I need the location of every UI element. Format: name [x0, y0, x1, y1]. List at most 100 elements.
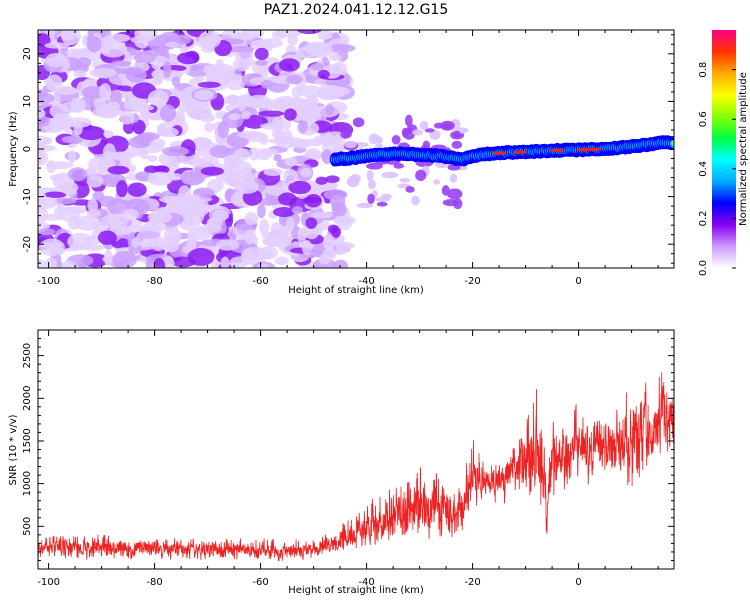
- heatmap-noise-cell: [283, 168, 298, 184]
- heatmap-noise-cell: [305, 217, 318, 229]
- heatmap-noise-cell: [38, 148, 45, 166]
- snr-series-line: [38, 372, 674, 562]
- heatmap-noise-cell: [43, 191, 67, 199]
- signal-peak-cell: [513, 150, 528, 154]
- heatmap-noise-cell: [163, 227, 182, 245]
- heatmap-noise-cell: [58, 181, 79, 194]
- heatmap-noise-cell: [441, 185, 450, 196]
- heatmap-noise-cell: [176, 93, 189, 102]
- heatmap-noise-cell: [107, 165, 130, 175]
- heatmap-noise-cell: [242, 246, 268, 258]
- heatmap-noise-cell: [237, 94, 247, 112]
- heatmap-noise-cell: [153, 258, 166, 268]
- heatmap-noise-cell: [73, 70, 87, 78]
- heatmap-noise-cell: [46, 74, 63, 92]
- heatmap-noise-cell: [204, 122, 215, 133]
- spectrogram-heatmap: [38, 30, 674, 268]
- heatmap-noise-cell: [310, 63, 325, 71]
- y-tick-label: 1000: [22, 471, 33, 496]
- heatmap-noise-cell: [73, 120, 83, 136]
- heatmap-noise-cell: [277, 226, 291, 240]
- colorbar-label: Normalized spectral amplitude: [738, 72, 749, 226]
- heatmap-noise-cell: [61, 260, 77, 268]
- x-tick-label: 0: [575, 577, 581, 588]
- heatmap-noise-cell: [134, 50, 156, 64]
- heatmap-noise-cell: [288, 180, 312, 195]
- heatmap-noise-cell: [136, 229, 161, 246]
- snr-x-axis-label: Height of straight line (km): [288, 585, 424, 596]
- heatmap-noise-cell: [325, 104, 334, 116]
- x-tick-label: -20: [464, 577, 480, 588]
- heatmap-noise-cell: [220, 256, 230, 268]
- x-tick-label: -80: [146, 577, 162, 588]
- heatmap-noise-cell: [132, 119, 146, 135]
- heatmap-noise-cell: [284, 157, 298, 167]
- snr-panel: -100 -80 -60 -40 -20 0 500 1000 1500 2000 2500 Hei…: [8, 329, 675, 596]
- signal-peak-cell: [492, 151, 507, 155]
- heatmap-noise-cell: [399, 178, 411, 183]
- snr-ticks: -100 -80 -60 -40 -20 0 500 1000 1500 2000 2500: [22, 329, 674, 588]
- heatmap-noise-cell: [149, 138, 166, 148]
- heatmap-noise-cell: [393, 163, 405, 169]
- heatmap-noise-cell: [258, 63, 269, 79]
- heatmap-noise-cell: [340, 130, 352, 139]
- y-tick-label: 2000: [22, 386, 33, 411]
- signal-peak-cell: [576, 148, 591, 152]
- y-tick-label: 1500: [22, 428, 33, 453]
- heatmap-noise-cell: [144, 165, 159, 175]
- heatmap-noise-cell: [310, 212, 334, 219]
- y-tick-label: 0: [22, 146, 33, 152]
- heatmap-noise-cell: [278, 192, 297, 206]
- heatmap-noise-cell: [321, 149, 333, 165]
- heatmap-noise-cell: [67, 150, 77, 164]
- heatmap-noise-cell: [76, 57, 92, 68]
- heatmap-noise-cell: [129, 95, 148, 111]
- colorbar-gradient: [712, 30, 736, 268]
- heatmap-noise-cell: [86, 209, 102, 218]
- heatmap-noise-cell: [405, 114, 413, 127]
- heatmap-noise-cell: [291, 206, 303, 215]
- x-tick-label: -40: [358, 577, 374, 588]
- heatmap-noise-cell: [193, 89, 214, 101]
- heatmap-noise-cell: [179, 101, 199, 113]
- heatmap-noise-cell: [147, 89, 169, 107]
- heatmap-noise-cell: [401, 127, 409, 138]
- heatmap-noise-cell: [162, 61, 172, 78]
- heatmap-noise-cell: [391, 135, 401, 145]
- heatmap-noise-cell: [356, 202, 374, 209]
- chart-title: PAZ1.2024.041.12.12.G15: [264, 2, 449, 18]
- heatmap-noise-cell: [244, 211, 259, 226]
- heatmap-noise-cell: [148, 35, 174, 53]
- heatmap-noise-cell: [200, 166, 224, 176]
- heatmap-noise-cell: [135, 133, 155, 143]
- heatmap-noise-cell: [99, 83, 112, 101]
- heatmap-noise-cell: [301, 240, 313, 256]
- heatmap-noise-cell: [119, 110, 135, 125]
- heatmap-noise-cell: [323, 189, 348, 201]
- heatmap-noise-cell: [405, 186, 415, 193]
- heatmap-noise-cell: [283, 108, 297, 121]
- heatmap-noise-cell: [298, 85, 323, 98]
- x-tick-label: -60: [252, 577, 268, 588]
- heatmap-noise-cell: [175, 107, 185, 125]
- heatmap-noise-cell: [452, 198, 463, 210]
- y-tick-label: 20: [22, 47, 33, 60]
- heatmap-noise-cell: [103, 249, 113, 267]
- heatmap-noise-cell: [67, 232, 93, 251]
- heatmap-noise-cell: [66, 136, 83, 145]
- heatmap-noise-cell: [411, 129, 424, 136]
- heatmap-noise-cell: [254, 47, 269, 61]
- heatmap-noise-cell: [116, 180, 128, 198]
- colorbar-ticks: 0.0 0.2 0.4 0.6 0.8: [698, 62, 736, 276]
- heatmap-noise-cell: [100, 36, 112, 55]
- heatmap-noise-cell: [258, 110, 285, 117]
- heatmap-noise-cell: [283, 129, 293, 143]
- heatmap-noise-cell: [232, 58, 251, 72]
- heatmap-noise-cell: [151, 69, 166, 79]
- heatmap-noise-cell: [216, 239, 240, 251]
- heatmap-noise-cell: [411, 195, 420, 206]
- heatmap-noise-cell: [61, 30, 81, 46]
- heatmap-noise-cell: [186, 194, 202, 205]
- heatmap-noise-cell: [419, 120, 429, 131]
